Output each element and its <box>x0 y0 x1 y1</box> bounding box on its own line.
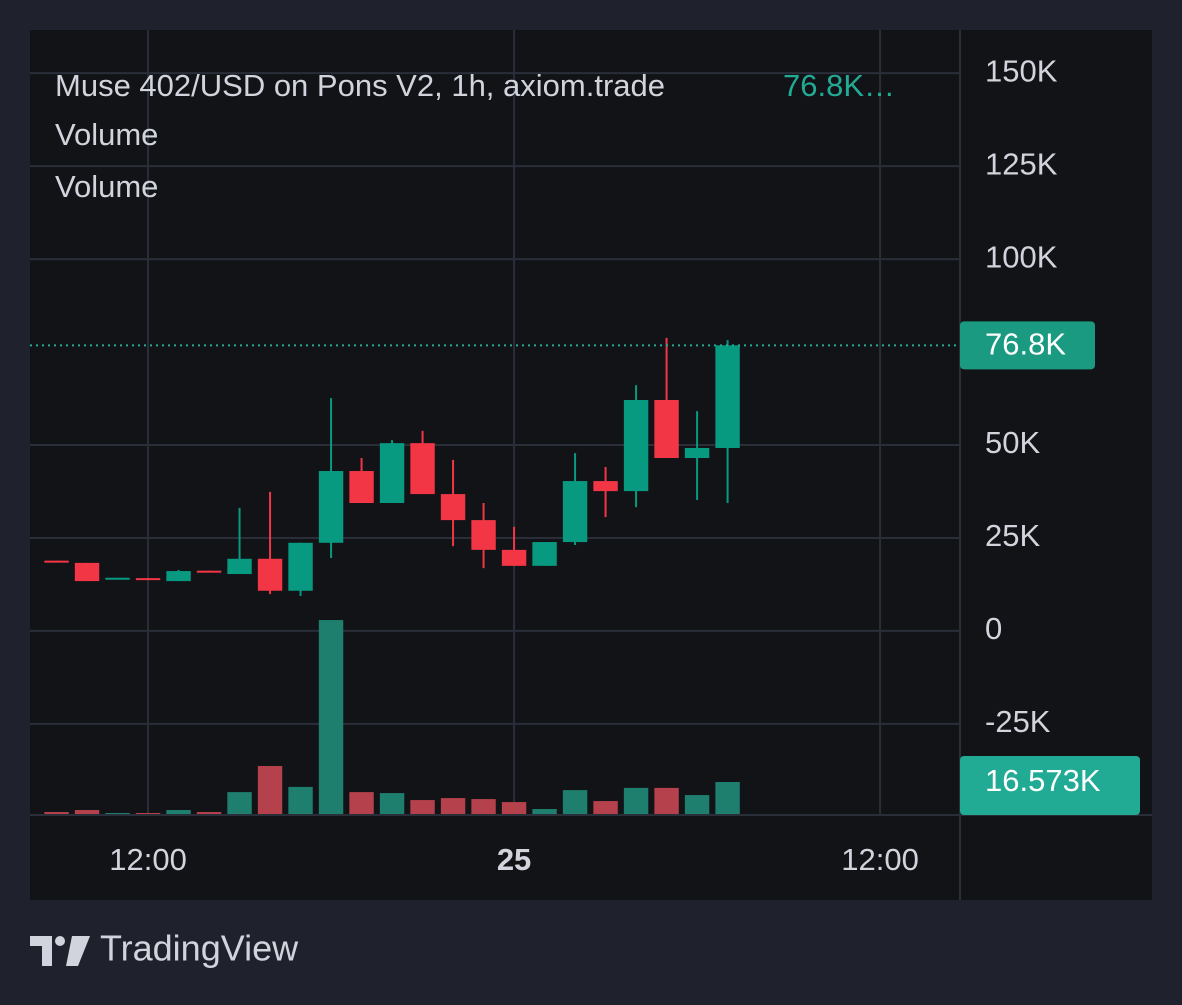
volume-bar <box>654 787 679 815</box>
indicator-label: Volume <box>55 117 158 152</box>
candle-body <box>318 471 344 543</box>
candle-body <box>623 400 649 492</box>
candle-body <box>227 558 252 575</box>
volume-bar <box>501 802 527 815</box>
y-tick-label: 25K <box>985 518 1040 553</box>
y-tick-label: -25K <box>985 704 1051 739</box>
legend-value: 76.8K… <box>783 68 895 103</box>
candle-body <box>135 578 161 581</box>
logo-shape <box>55 936 65 946</box>
volume-bar <box>440 798 466 815</box>
volume-bar <box>196 812 222 815</box>
y-tick-label: 50K <box>985 425 1040 460</box>
logo-shape <box>30 936 52 966</box>
volume-bar <box>593 801 618 815</box>
candle-body <box>166 571 191 582</box>
candle-body <box>410 443 435 495</box>
volume-bar <box>166 810 191 815</box>
plot-area <box>30 337 960 815</box>
volume-bar <box>44 812 69 815</box>
volume-bar <box>684 795 710 815</box>
last-volume-label: 16.573K <box>985 763 1101 798</box>
volume-bar <box>715 781 740 815</box>
candle-body <box>501 549 527 566</box>
candle-body <box>105 577 130 580</box>
x-tick-label: 12:00 <box>841 842 919 877</box>
candle-body <box>562 481 588 543</box>
candle-body <box>654 400 679 459</box>
volume-bar <box>471 799 496 815</box>
volume-bar <box>257 766 283 815</box>
axes: -25K 0 25K 50K 100K 125K 150K 12:00 25 12:00 76.8K… <box>109 53 1140 877</box>
volume-bar <box>318 620 344 815</box>
volume-bar <box>410 800 435 815</box>
x-tick-label: 12:00 <box>109 842 187 877</box>
candle-body <box>379 443 405 504</box>
candle-body <box>715 345 740 448</box>
volume-bar <box>74 810 100 815</box>
candle-body <box>74 562 100 582</box>
volume-bar <box>532 809 557 815</box>
last-price-label: 76.8K <box>985 327 1066 362</box>
candle-body <box>471 520 496 550</box>
x-tick-label: 25 <box>497 842 531 877</box>
y-tick-label: 150K <box>985 53 1058 88</box>
volume-bar <box>623 787 649 815</box>
candle-body <box>684 447 710 459</box>
y-tick-label: 0 <box>985 611 1002 646</box>
legend-title: Muse 402/USD on Pons V2, 1h, axiom.trade <box>55 68 665 103</box>
candle-body <box>593 481 618 492</box>
candle-body <box>440 494 466 521</box>
volume-bar <box>227 792 252 815</box>
brand-logo <box>30 936 90 966</box>
volume-bar <box>379 793 405 815</box>
last-volume-badge <box>960 755 1140 815</box>
volume-bar <box>349 792 374 815</box>
y-tick-label: 125K <box>985 146 1058 181</box>
y-tick-label: 100K <box>985 239 1058 274</box>
candle-body <box>532 542 557 566</box>
volume-bar <box>288 786 313 815</box>
last-price-badge <box>960 321 1095 370</box>
candle-body <box>257 558 283 591</box>
candle-body <box>196 570 222 573</box>
indicator-label: Volume <box>55 169 158 204</box>
volume-bar <box>562 790 588 815</box>
brand-name: TradingView <box>100 928 299 969</box>
candle-body <box>44 560 69 563</box>
logo-shape <box>66 936 90 966</box>
chart-panel <box>30 30 1152 900</box>
candle-body <box>349 471 374 504</box>
candle-body <box>288 542 313 591</box>
